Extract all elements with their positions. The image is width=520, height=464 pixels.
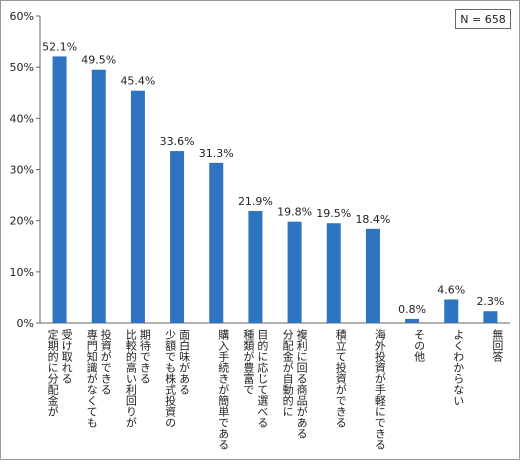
- bar: [91, 69, 106, 323]
- value-label: 4.6%: [437, 283, 465, 296]
- value-label: 0.8%: [398, 303, 426, 316]
- bar: [326, 223, 341, 323]
- x-tick-label: 少額でも株式投資の: [164, 329, 177, 428]
- annotation-box: [455, 9, 511, 29]
- x-tick-label: 積立て投資ができる: [334, 328, 347, 428]
- value-label: 19.5%: [316, 207, 351, 220]
- x-tick-label: 比較的高い利回りが: [124, 329, 137, 428]
- value-label: 2.3%: [476, 295, 504, 308]
- y-tick-label: 60%: [10, 10, 34, 23]
- bar: [130, 90, 145, 323]
- value-label: 52.1%: [42, 40, 77, 53]
- x-tick-label: 面白味がある: [178, 329, 191, 395]
- x-tick-label: 目的に応じて選べる: [256, 329, 269, 428]
- value-label: 45.4%: [120, 75, 155, 88]
- y-tick-label: 30%: [10, 164, 34, 177]
- x-tick-label: 定期的に分配金が: [46, 328, 59, 417]
- y-tick-label: 50%: [10, 61, 34, 74]
- bar: [405, 318, 420, 323]
- bar: [365, 228, 380, 323]
- value-label: 18.4%: [355, 213, 390, 226]
- x-tick-label: 期待できる: [138, 329, 151, 384]
- x-tick-label: 複利に回る商品がある: [295, 328, 308, 439]
- bar: [248, 210, 263, 323]
- bar: [483, 311, 498, 323]
- value-label: 19.8%: [277, 206, 312, 219]
- value-label: 21.9%: [238, 195, 273, 208]
- y-tick-label: 20%: [10, 215, 34, 228]
- bar: [444, 299, 459, 323]
- x-tick-label: 海外投資が手軽にできる: [373, 328, 386, 450]
- x-tick-label: 種類が豊富で: [242, 328, 255, 395]
- x-tick-label: 分配金が自動的に: [281, 329, 294, 417]
- bar: [287, 221, 302, 323]
- x-tick-label: 専門知識がなくても: [85, 329, 98, 428]
- annotation: N = 658: [460, 13, 505, 26]
- y-tick-label: 0%: [17, 317, 34, 330]
- x-tick-label: 無回答: [491, 328, 504, 363]
- x-tick-label: その他: [413, 329, 426, 362]
- bar: [170, 151, 185, 323]
- y-tick-label: 40%: [10, 112, 34, 125]
- x-tick-label: 購入手続きが簡単である: [217, 328, 230, 450]
- bar: [209, 162, 224, 323]
- x-tick-label: よくわからない: [452, 329, 465, 406]
- x-tick-label: 投資ができる: [99, 328, 112, 395]
- value-label: 31.3%: [199, 147, 234, 160]
- x-tick-label: 受け取れる: [60, 329, 73, 384]
- y-tick-label: 10%: [10, 266, 34, 279]
- value-label: 49.5%: [81, 54, 116, 67]
- value-label: 33.6%: [160, 135, 195, 148]
- bar: [52, 56, 67, 324]
